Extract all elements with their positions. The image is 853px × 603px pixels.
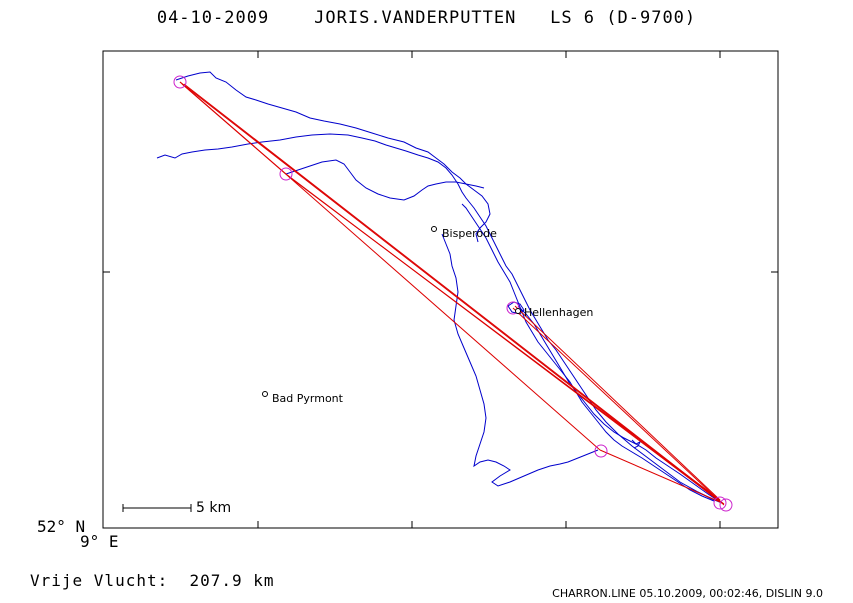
marker-bisperode <box>431 226 437 232</box>
longitude-label: 9° E <box>80 532 119 551</box>
place-label-hellenhagen: Hellenhagen <box>524 306 594 319</box>
map-title: 04-10-2009 JORIS.VANDERPUTTEN LS 6 (D-97… <box>0 8 853 28</box>
place-label-bad-pyrmont: Bad Pyrmont <box>272 392 343 405</box>
marker-hellenhagen <box>515 308 521 314</box>
scale-bar <box>122 504 192 512</box>
free-flight-summary: Vrije Vlucht: 207.9 km <box>30 571 275 590</box>
latitude-label: 52° N <box>37 517 86 536</box>
turnpoint-4 <box>594 444 608 458</box>
turnpoint-finish-b <box>719 498 733 512</box>
turnpoint-3 <box>506 301 520 315</box>
place-label-bisperode: Bisperode <box>442 227 497 240</box>
turnpoints <box>173 75 733 512</box>
map-frame <box>102 50 779 529</box>
marker-bad-pyrmont <box>262 391 268 397</box>
free-flight-label: Vrije Vlucht: <box>30 571 169 590</box>
turnpoint-finish-a <box>713 496 727 510</box>
frame-ticks <box>103 51 778 528</box>
flight-date: 04-10-2009 <box>156 8 270 28</box>
glider-type: LS 6 (D-9700) <box>550 8 697 28</box>
scale-label: 5 km <box>196 500 232 516</box>
turnpoint-start <box>173 75 187 89</box>
place-markers <box>262 226 521 397</box>
gps-track <box>156 71 723 504</box>
free-flight-distance: 207.9 km <box>189 571 275 590</box>
pilot-name: JORIS.VANDERPUTTEN <box>314 8 517 28</box>
turnpoint-2 <box>279 167 293 181</box>
task-lines <box>179 81 725 506</box>
credit-line: CHARRON.LINE 05.10.2009, 00:02:46, DISLI… <box>552 587 823 600</box>
